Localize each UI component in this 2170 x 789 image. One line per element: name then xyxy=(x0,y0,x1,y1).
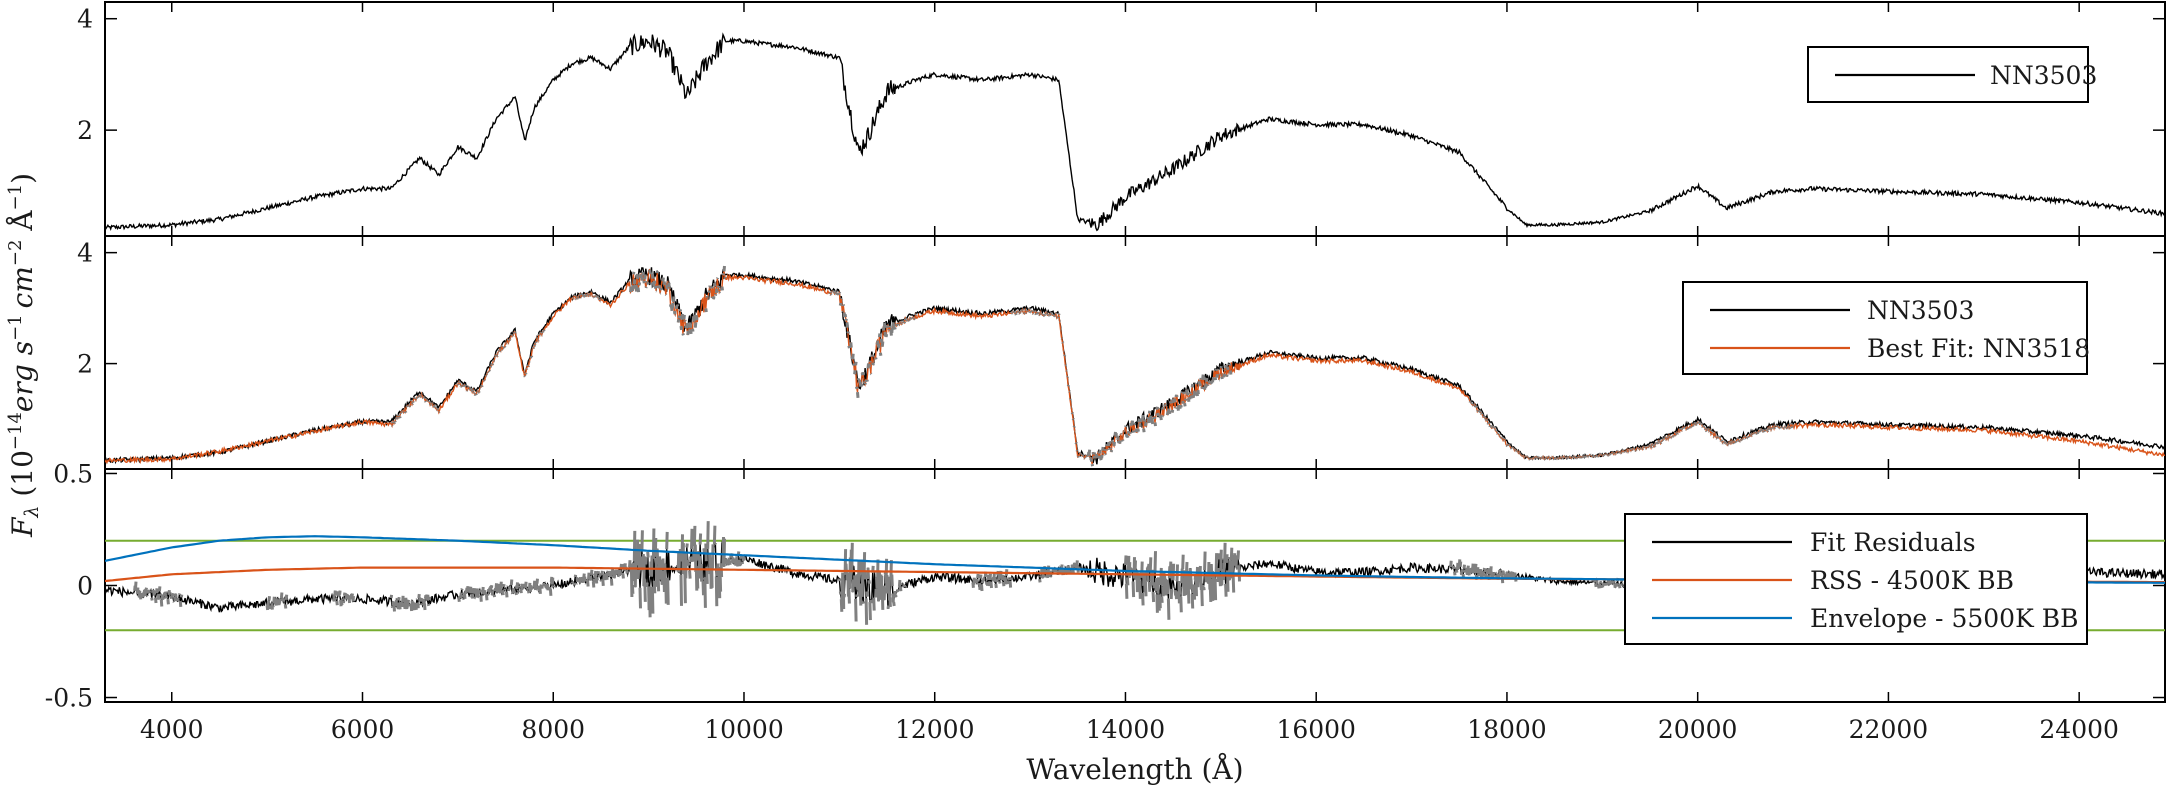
middle-panel-y-ticks: 42 xyxy=(77,239,2165,379)
bottom-panel-legend: Fit Residuals RSS - 4500K BB Envelope - … xyxy=(1624,513,2088,645)
middle-panel: 42 NN3503 Best Fit: NN3518 xyxy=(77,235,2166,470)
x-tick-label: 22000 xyxy=(1849,715,1929,744)
masked-region-overlay xyxy=(391,265,1795,467)
legend-label-rss: RSS - 4500K BB xyxy=(1810,566,2014,595)
bottom-panel-y-ticks: 0.5 0 -0.5 xyxy=(45,459,2165,713)
x-tick-label: 4000 xyxy=(140,715,204,744)
middle-panel-legend: NN3503 Best Fit: NN3518 xyxy=(1682,281,2090,375)
bottom-panel: 0.5 0 -0.5 4000 6000 8000 10000 12000 14000 1600… xyxy=(45,2,2166,744)
legend-label-fit-residuals: Fit Residuals xyxy=(1810,528,1976,557)
x-tick-label: 8000 xyxy=(521,715,585,744)
x-tick-label: 6000 xyxy=(331,715,395,744)
y-tick-label: 4 xyxy=(77,5,93,34)
legend-label-nn3503: NN3503 xyxy=(1867,296,1974,325)
y-tick-label: 0 xyxy=(77,572,93,601)
legend-label-best-fit: Best Fit: NN3518 xyxy=(1867,334,2090,363)
legend-box xyxy=(1682,281,2088,375)
x-axis-title: Wavelength (Å) xyxy=(1026,753,1243,786)
masked-region-overlay xyxy=(132,521,1643,625)
x-tick-label: 12000 xyxy=(895,715,975,744)
y-tick-label: -0.5 xyxy=(45,684,93,713)
top-panel-plot-area xyxy=(105,32,2165,232)
top-panel-legend: NN3503 xyxy=(1807,46,2097,103)
x-tick-label: 24000 xyxy=(2039,715,2119,744)
x-tick-label: 10000 xyxy=(704,715,784,744)
y-tick-label: 4 xyxy=(77,239,93,268)
y-tick-label: 0.5 xyxy=(53,459,93,488)
y-tick-label: 2 xyxy=(77,116,93,145)
x-tick-label: 16000 xyxy=(1276,715,1356,744)
x-axis-ticks: 4000 6000 8000 10000 12000 14000 16000 18000 200… xyxy=(140,2,2119,744)
top-panel: 42 NN3503 xyxy=(77,1,2166,237)
legend-label-envelope: Envelope - 5500K BB xyxy=(1810,604,2078,633)
middle-panel-plot-area xyxy=(105,265,2165,467)
y-axis-title: Fλ (10−14erg s−1cm−2 Å−1) xyxy=(5,173,43,538)
x-tick-label: 18000 xyxy=(1467,715,1547,744)
y-tick-label: 2 xyxy=(77,350,93,379)
top-panel-y-ticks: 42 xyxy=(77,5,2165,145)
x-tick-label: 14000 xyxy=(1086,715,1166,744)
legend-label-nn3503: NN3503 xyxy=(1990,61,2097,90)
series-line-nn3503 xyxy=(105,32,2165,232)
x-tick-label: 20000 xyxy=(1658,715,1738,744)
top-panel-frame xyxy=(104,1,2166,237)
